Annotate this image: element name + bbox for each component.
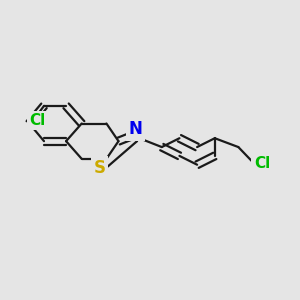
Text: N: N bbox=[128, 120, 142, 138]
Text: Cl: Cl bbox=[254, 156, 270, 171]
Text: Cl: Cl bbox=[29, 113, 46, 128]
Text: S: S bbox=[94, 159, 106, 177]
